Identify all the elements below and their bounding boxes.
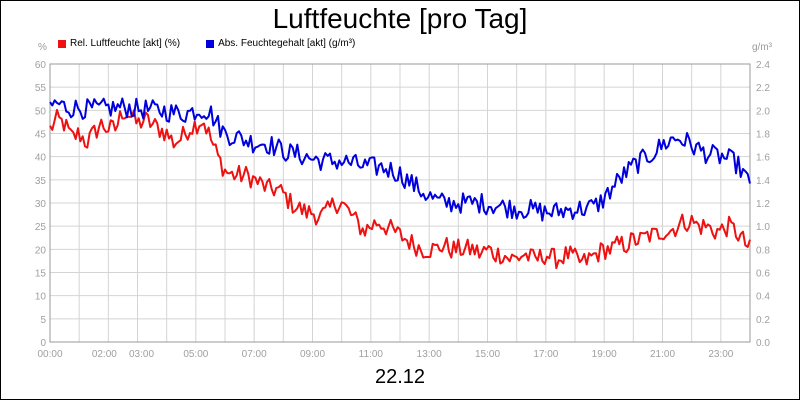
y-right-tick-label: 1.6 — [756, 153, 770, 164]
legend-swatch-blue — [206, 39, 215, 48]
y-left-tick-label: 5 — [40, 315, 46, 326]
y-left-tick-label: 50 — [35, 106, 47, 117]
y-right-tick-label: 2.4 — [756, 60, 770, 71]
x-tick-label: 09:00 — [300, 349, 325, 360]
y-right-tick-label: 1.0 — [756, 222, 770, 233]
y-right-tick-label: 1.2 — [756, 199, 770, 210]
x-tick-label: 15:00 — [475, 349, 500, 360]
y-left-tick-label: 35 — [35, 176, 47, 187]
legend-swatch-red — [58, 39, 66, 48]
x-tick-label: 23:00 — [708, 349, 733, 360]
y-left-tick-label: 0 — [40, 338, 46, 349]
x-tick-label: 13:00 — [417, 349, 442, 360]
y-axis-left-unit: % — [38, 42, 47, 53]
legend-item-abs-humidity: Abs. Feuchtegehalt [akt] (g/m³) — [206, 38, 355, 49]
y-right-tick-label: 0.0 — [756, 338, 770, 349]
y-left-tick-label: 30 — [35, 199, 47, 210]
legend-label-abs-humidity: Abs. Feuchtegehalt [akt] (g/m³) — [218, 38, 356, 49]
y-right-tick-label: 0.8 — [756, 245, 770, 256]
plot-border — [49, 63, 751, 343]
series-line-abs-humidity — [49, 97, 751, 222]
x-tick-label: 17:00 — [533, 349, 558, 360]
x-tick-label: 21:00 — [650, 349, 675, 360]
y-left-tick-label: 45 — [35, 130, 47, 141]
legend-item-rel-humidity: Rel. Luftfeuchte [akt] (%) — [58, 38, 180, 49]
y-right-tick-label: 2.0 — [756, 106, 770, 117]
x-tick-label: 03:00 — [129, 349, 154, 360]
legend-label-rel-humidity: Rel. Luftfeuchte [akt] (%) — [70, 38, 181, 49]
y-left-tick-label: 40 — [35, 153, 47, 164]
chart-title: Luftfeuchte [pro Tag] — [272, 3, 528, 34]
y-left-tick-label: 60 — [35, 60, 47, 71]
y-right-tick-label: 1.4 — [756, 176, 770, 187]
y-right-tick-label: 0.4 — [756, 292, 770, 303]
x-tick-label: 07:00 — [242, 349, 267, 360]
y-left-tick-label: 55 — [35, 83, 47, 94]
y-left-tick-label: 10 — [35, 292, 47, 303]
x-tick-label: 05:00 — [183, 349, 208, 360]
x-tick-label: 19:00 — [592, 349, 617, 360]
x-axis-date-label: 22.12 — [374, 366, 426, 388]
y-left-tick-label: 15 — [35, 269, 47, 280]
x-tick-label: 11:00 — [359, 349, 384, 360]
y-right-tick-label: 0.2 — [756, 315, 770, 326]
x-tick-label: 02:00 — [92, 349, 117, 360]
y-right-tick-label: 0.6 — [756, 269, 770, 280]
y-right-tick-label: 1.8 — [756, 130, 770, 141]
y-left-tick-label: 25 — [35, 222, 47, 233]
x-tick-label: 00:00 — [37, 349, 62, 360]
y-left-tick-label: 20 — [35, 245, 47, 256]
y-axis-right-unit: g/m³ — [752, 42, 772, 53]
legend: Rel. Luftfeuchte [akt] (%) Abs. Feuchteg… — [58, 38, 381, 49]
series-line-rel-humidity — [49, 108, 751, 270]
y-right-tick-label: 2.2 — [756, 83, 770, 94]
